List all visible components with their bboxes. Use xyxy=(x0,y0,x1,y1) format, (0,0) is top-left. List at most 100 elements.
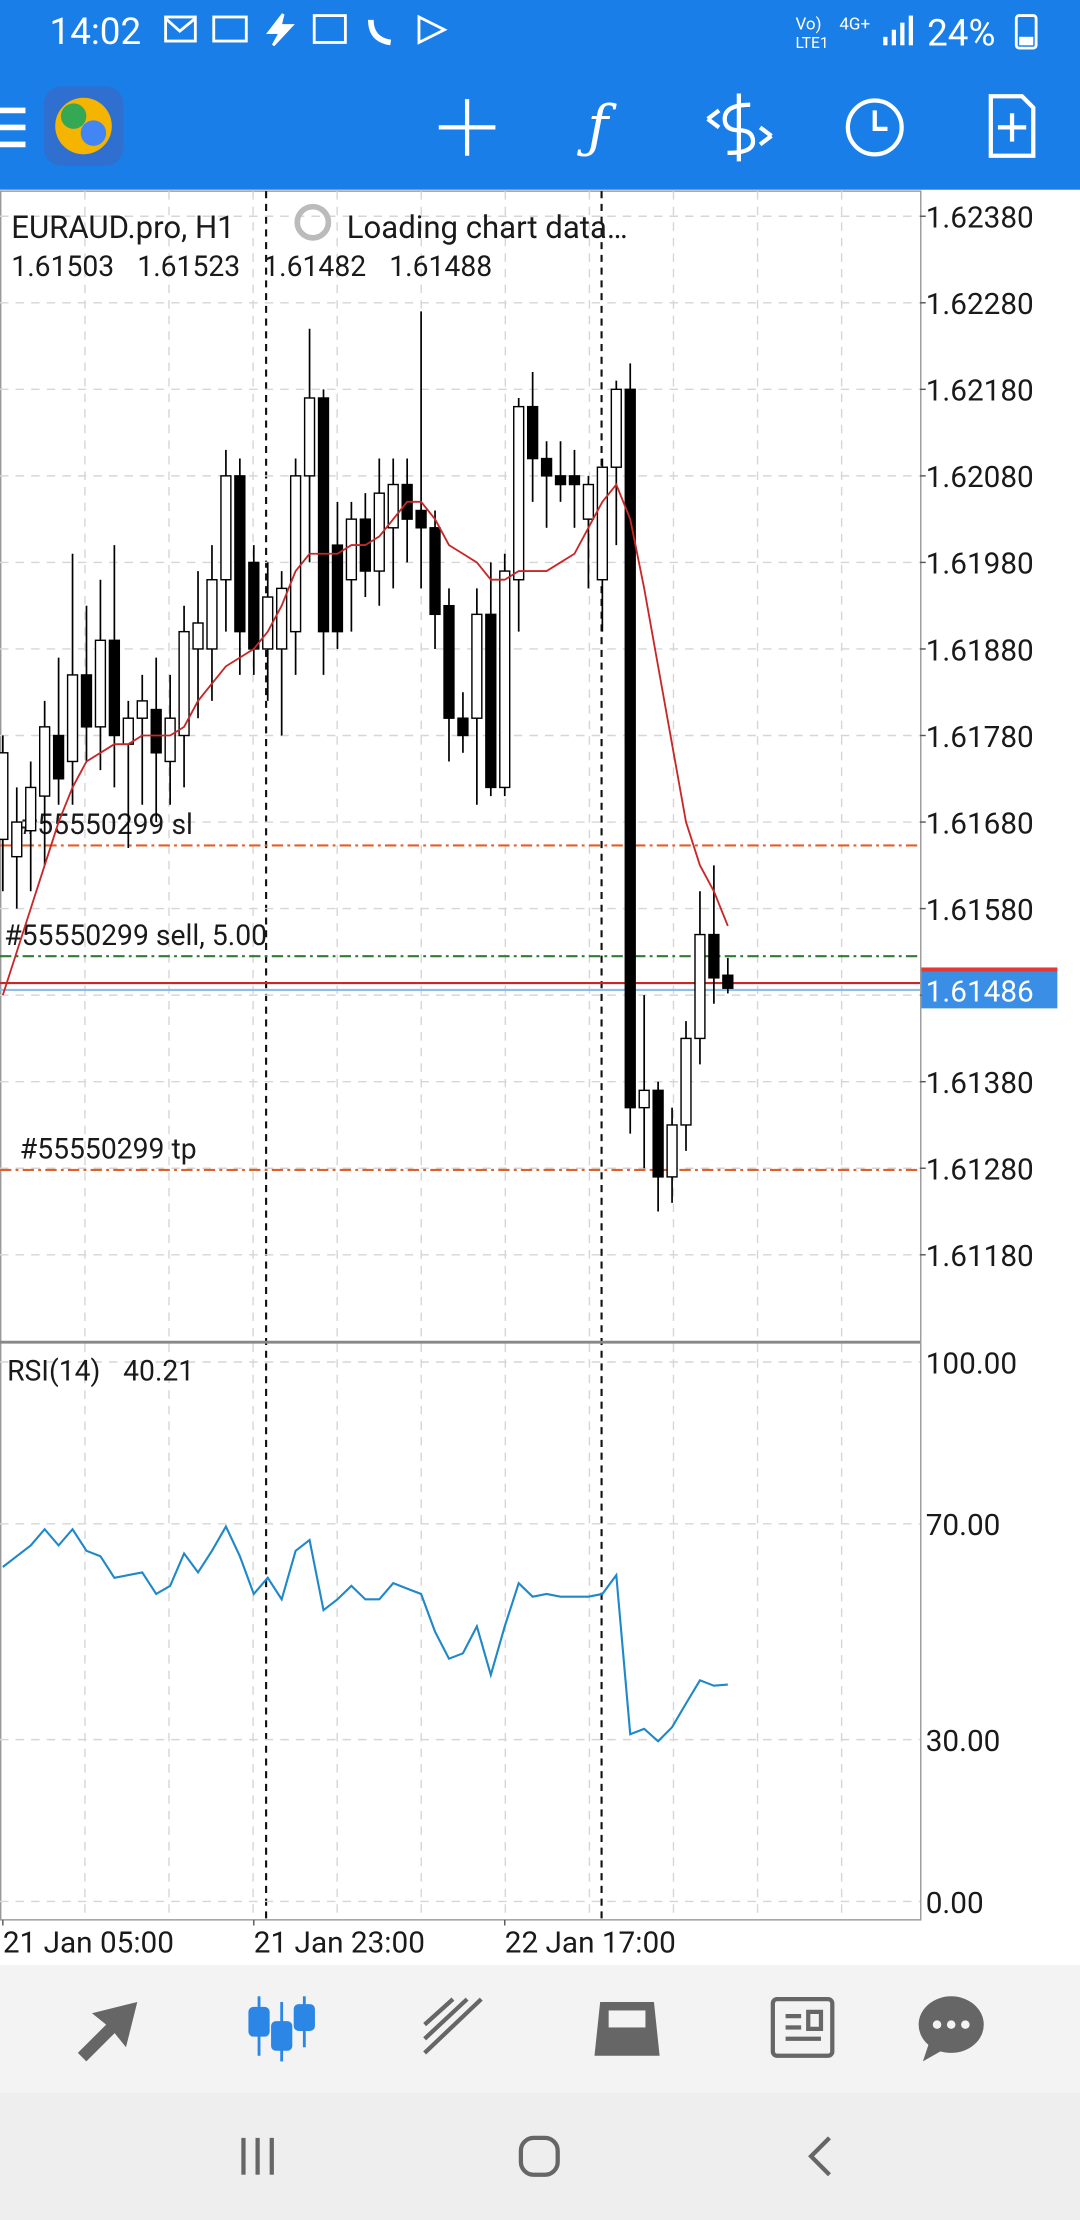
y-tick-label: 1.61180 xyxy=(926,1239,1034,1274)
candle-body xyxy=(289,475,302,633)
home-button[interactable] xyxy=(518,2135,560,2177)
candle-body xyxy=(262,596,274,650)
y-tick-label: 1.62080 xyxy=(926,460,1034,495)
candle-body xyxy=(526,405,539,460)
candle-body xyxy=(694,933,706,1040)
ask-marker xyxy=(921,967,1058,974)
y-tick-label: 1.61380 xyxy=(926,1066,1034,1101)
y-tick-label: 1.61680 xyxy=(926,806,1034,841)
period-button[interactable] xyxy=(845,98,904,157)
app-bar xyxy=(0,0,1080,190)
y-tick-label: 1.61980 xyxy=(926,547,1034,582)
candle-body xyxy=(220,475,232,581)
y-tick-label: 1.62380 xyxy=(926,201,1034,236)
history-tab[interactable] xyxy=(594,2001,660,2056)
candle-body xyxy=(429,527,441,616)
quotes-tab[interactable] xyxy=(77,2001,138,2062)
candle-body xyxy=(94,639,107,728)
candle-body xyxy=(554,475,567,486)
candle-body xyxy=(596,466,609,581)
rsi-line xyxy=(2,1524,728,1743)
trade-tab[interactable] xyxy=(423,1997,483,2055)
candle-body xyxy=(52,734,65,780)
x-tick-label: 21 Jan 23:00 xyxy=(254,1925,425,1960)
candle-body xyxy=(192,622,204,650)
y-tick-label: 30.00 xyxy=(926,1724,1001,1759)
lte: LTE1 xyxy=(795,34,828,52)
candle-body xyxy=(568,475,581,486)
candle-body xyxy=(638,1089,650,1109)
candle-body xyxy=(206,579,218,650)
y-tick-label: 1.62280 xyxy=(926,287,1034,322)
bottom-nav xyxy=(0,1965,1080,2093)
trade-button[interactable] xyxy=(706,93,773,162)
candle-body xyxy=(345,518,358,581)
y-tick-label: 1.61280 xyxy=(926,1153,1034,1188)
y-tick-label: 100.00 xyxy=(926,1346,1017,1381)
y-tick-label: 1.62180 xyxy=(926,374,1034,409)
candle-body xyxy=(136,700,148,719)
candle-body xyxy=(680,1037,692,1126)
loading-spinner xyxy=(294,203,332,241)
candle-body xyxy=(234,475,246,633)
candle-body xyxy=(373,492,385,572)
chart-tab[interactable] xyxy=(248,1996,315,2062)
order-label: #55550299 sl xyxy=(20,808,193,841)
back-button[interactable] xyxy=(808,2136,831,2177)
recents-button[interactable] xyxy=(241,2137,274,2175)
y-tick-label: 70.00 xyxy=(926,1508,1001,1543)
news-tab[interactable] xyxy=(770,1997,835,2058)
battery-icon xyxy=(1014,14,1038,50)
candle-body xyxy=(471,613,483,719)
candle-body xyxy=(387,483,399,529)
chart-title: EURAUD.pro, H1 xyxy=(11,209,234,246)
candle-body xyxy=(582,483,595,520)
candle-body xyxy=(666,1124,678,1178)
rsi-label: RSI(14) xyxy=(7,1354,100,1387)
candle-body xyxy=(38,726,51,797)
y-tick-label: 1.61780 xyxy=(926,720,1034,755)
battery: 24% xyxy=(927,11,995,54)
candle-body xyxy=(610,388,622,468)
chart-frame xyxy=(0,190,922,1921)
x-tick-label: 21 Jan 05:00 xyxy=(3,1925,174,1960)
signal xyxy=(883,15,913,46)
order-label: #55550299 sell, 5.00 xyxy=(4,919,267,952)
candle-body xyxy=(513,405,525,581)
ohlc-low: 1.61482 xyxy=(263,250,366,283)
y-tick-label: 1.61880 xyxy=(926,633,1034,668)
volte: Vo) xyxy=(795,15,821,35)
candle-body xyxy=(248,561,260,650)
menu-button[interactable] xyxy=(0,107,26,148)
candle-body xyxy=(415,509,427,529)
ohlc-close: 1.61488 xyxy=(389,250,492,283)
candle-body xyxy=(722,974,734,989)
candle-body xyxy=(150,708,162,754)
candle-body xyxy=(164,717,176,763)
ohlc-open: 1.61503 xyxy=(11,250,114,283)
candle-body xyxy=(652,1089,664,1178)
clock: 14:02 xyxy=(50,10,142,53)
bid-label: 1.61486 xyxy=(926,974,1034,1009)
candle-body xyxy=(25,786,37,832)
y-tick-label: 1.61580 xyxy=(926,893,1034,928)
candle-body xyxy=(80,674,93,728)
moving-average xyxy=(1,482,729,996)
candle-body xyxy=(443,604,455,719)
candle-body xyxy=(485,613,497,789)
candle-body xyxy=(11,821,23,858)
x-tick-label: 22 Jan 17:00 xyxy=(505,1925,676,1960)
candle-body xyxy=(303,397,316,477)
chat-tab[interactable] xyxy=(918,1996,984,2062)
candle-body xyxy=(122,717,134,745)
candle-body xyxy=(708,933,720,979)
order-label: #55550299 tp xyxy=(20,1133,197,1166)
crosshair-button[interactable] xyxy=(438,99,496,156)
templates-button[interactable] xyxy=(988,94,1036,158)
candle-body xyxy=(108,639,121,737)
status-icons xyxy=(164,13,448,47)
candle-body xyxy=(331,544,344,633)
candle-body xyxy=(317,397,330,633)
app-logo[interactable] xyxy=(43,86,124,166)
